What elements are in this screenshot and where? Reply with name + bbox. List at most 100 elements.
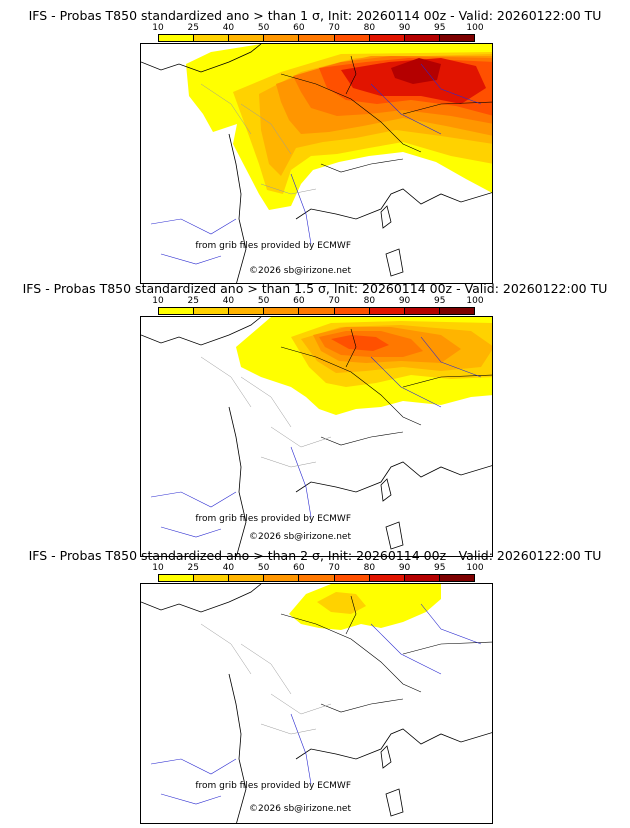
scale-swatch	[369, 308, 405, 314]
scale-swatch	[439, 575, 474, 581]
region-borders	[200, 623, 332, 735]
probability-map	[141, 317, 492, 556]
scale-label: 25	[187, 296, 199, 306]
scale-swatch	[159, 35, 195, 41]
scale-label: 100	[466, 563, 484, 573]
prob-area-70	[331, 335, 389, 351]
map-panel-3: IFS - Probas T850 standardized ano > tha…	[0, 548, 630, 824]
scale-swatch	[439, 35, 474, 41]
scale-bar	[158, 34, 475, 42]
scale-labels: 10 25 40 50 60 70 80 90 95 100	[152, 23, 483, 33]
region-borders	[200, 356, 332, 468]
coastline	[141, 584, 492, 823]
scale-swatch	[264, 575, 300, 581]
scale-label: 90	[398, 23, 411, 33]
prob-area-90	[391, 58, 441, 84]
prob-area-25	[317, 592, 366, 614]
scale-swatch	[159, 575, 195, 581]
scale-swatch	[264, 308, 300, 314]
probability-scale: 10 25 40 50 60 70 80 90 95 100	[152, 23, 484, 43]
scale-label: 70	[328, 296, 340, 306]
scale-swatch	[264, 35, 300, 41]
scale-label: 60	[293, 23, 305, 33]
scale-swatch	[194, 575, 230, 581]
scale-swatch	[404, 35, 440, 41]
scale-label: 40	[222, 296, 235, 306]
scale-swatch	[299, 308, 335, 314]
coastline	[141, 317, 492, 556]
copyright-text: ©2026 sb@irizone.net	[249, 804, 351, 814]
scale-label: 100	[466, 23, 484, 33]
rivers	[150, 63, 482, 265]
scale-swatch	[194, 35, 230, 41]
scale-swatch	[404, 308, 440, 314]
map-panel-2: IFS - Probas T850 standardized ano > tha…	[0, 281, 630, 557]
scale-bar	[158, 307, 475, 315]
probability-scale: 10 25 40 50 60 70 80 90 95 100	[152, 296, 484, 316]
scale-label: 25	[187, 23, 199, 33]
scale-label: 50	[257, 563, 270, 573]
rivers	[150, 336, 482, 538]
scale-swatch	[159, 308, 195, 314]
scale-label: 50	[257, 23, 270, 33]
scale-swatch	[369, 575, 405, 581]
scale-label: 70	[328, 23, 340, 33]
region-borders	[200, 83, 317, 195]
source-credit: from grib files provided by ECMWF	[195, 514, 351, 524]
scale-label: 40	[222, 563, 235, 573]
scale-swatch	[334, 308, 370, 314]
coastline	[141, 44, 492, 283]
source-credit: from grib files provided by ECMWF	[195, 781, 351, 791]
scale-label: 100	[466, 296, 484, 306]
scale-label: 80	[363, 563, 376, 573]
scale-label: 95	[434, 296, 446, 306]
scale-labels: 10 25 40 50 60 70 80 90 95 100	[152, 563, 483, 573]
country-borders	[280, 55, 492, 173]
scale-swatch	[334, 35, 370, 41]
probability-map	[141, 44, 492, 283]
scale-swatch	[229, 575, 265, 581]
source-credit: from grib files provided by ECMWF	[195, 241, 351, 251]
map-frame	[140, 43, 493, 284]
scale-label: 10	[152, 296, 164, 306]
scale-swatch	[369, 35, 405, 41]
scale-swatch	[299, 35, 335, 41]
scale-swatch	[194, 308, 230, 314]
copyright-text: ©2026 sb@irizone.net	[249, 266, 351, 276]
prob-area-10	[289, 584, 441, 630]
probability-map	[141, 584, 492, 823]
scale-label: 50	[257, 296, 270, 306]
scale-bar	[158, 574, 475, 582]
panel-title: IFS - Probas T850 standardized ano > tha…	[28, 548, 602, 563]
scale-swatch	[229, 308, 265, 314]
scale-label: 90	[398, 296, 411, 306]
scale-label: 10	[152, 23, 164, 33]
map-frame	[140, 316, 493, 557]
panel-title: IFS - Probas T850 standardized ano > tha…	[22, 281, 608, 296]
scale-label: 40	[222, 23, 235, 33]
copyright-text: ©2026 sb@irizone.net	[249, 532, 351, 542]
scale-swatch	[229, 35, 265, 41]
scale-label: 80	[363, 23, 376, 33]
country-borders	[280, 595, 492, 713]
scale-label: 25	[187, 563, 199, 573]
scale-label: 90	[398, 563, 411, 573]
scale-label: 60	[293, 563, 305, 573]
scale-label: 95	[434, 23, 446, 33]
country-borders	[280, 328, 492, 446]
scale-label: 95	[434, 563, 446, 573]
scale-swatch	[334, 575, 370, 581]
scale-swatch	[299, 575, 335, 581]
scale-label: 60	[293, 296, 305, 306]
map-panel-1: IFS - Probas T850 standardized ano > tha…	[0, 8, 630, 284]
probability-scale: 10 25 40 50 60 70 80 90 95 100	[152, 563, 484, 583]
scale-label: 10	[152, 563, 164, 573]
map-frame	[140, 583, 493, 824]
scale-swatch	[404, 575, 440, 581]
rivers	[150, 603, 482, 805]
scale-labels: 10 25 40 50 60 70 80 90 95 100	[152, 296, 483, 306]
scale-label: 80	[363, 296, 376, 306]
scale-label: 70	[328, 563, 340, 573]
panel-title: IFS - Probas T850 standardized ano > tha…	[28, 8, 602, 23]
scale-swatch	[439, 308, 474, 314]
